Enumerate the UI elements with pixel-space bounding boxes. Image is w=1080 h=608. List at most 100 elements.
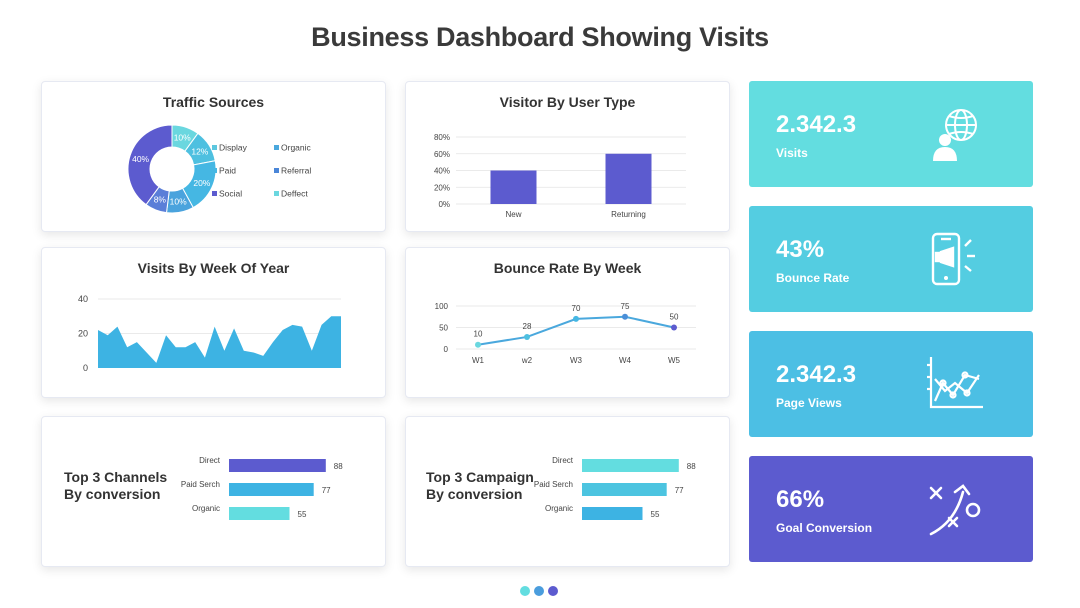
data-point bbox=[524, 333, 530, 340]
channels-title-line1: Top 3 Channels bbox=[64, 469, 168, 485]
bar bbox=[229, 459, 326, 472]
pagination-dot[interactable] bbox=[534, 586, 544, 596]
y-tick-label: 0 bbox=[444, 345, 449, 354]
stat-card-page-views: 2.342.3 Page Views bbox=[749, 331, 1033, 437]
stat-value: 2.342.3 bbox=[776, 111, 857, 138]
visitor-type-title: Visitor By User Type bbox=[499, 94, 636, 110]
legend-label: Organic bbox=[281, 143, 312, 153]
stat-card-visits: 2.342.3 Visits bbox=[749, 81, 1033, 187]
donut-slice-label: 20% bbox=[193, 178, 210, 188]
x-tick-label: Returning bbox=[611, 210, 646, 219]
channels-chart: Direct 88 Paid Serch 77 Organic 55 bbox=[181, 456, 343, 520]
stat-label: Goal Conversion bbox=[776, 521, 873, 535]
legend-label: Display bbox=[219, 143, 248, 153]
stat-value: 66% bbox=[776, 486, 825, 513]
campaign-title: Top 3 Campaign By conversion bbox=[426, 469, 534, 503]
y-tick-label: 20 bbox=[78, 329, 88, 339]
channels-title: Top 3 Channels By conversion bbox=[64, 469, 167, 503]
bar bbox=[229, 507, 290, 520]
globe-user-icon bbox=[933, 109, 977, 161]
data-point bbox=[622, 313, 628, 320]
visitor-type-chart: 80% 60% 40% 20% 0% New Returning bbox=[434, 133, 686, 219]
x-tick-label: New bbox=[505, 210, 521, 219]
legend-label: Social bbox=[219, 189, 242, 199]
legend-swatch bbox=[212, 145, 217, 150]
bar-category-label: Paid Serch bbox=[181, 480, 220, 489]
x-tick-label: W5 bbox=[668, 356, 681, 365]
data-label: 10 bbox=[474, 330, 483, 339]
bar-value-label: 55 bbox=[651, 510, 660, 519]
y-tick-label: 50 bbox=[439, 324, 448, 333]
channels-card: Top 3 Channels By conversion Direct 88 Pai… bbox=[41, 416, 386, 567]
campaign-chart: Direct 88 Paid Serch 77 Organic 55 bbox=[534, 456, 696, 520]
legend-swatch bbox=[274, 145, 279, 150]
donut-slice-label: 40% bbox=[132, 154, 149, 164]
bar bbox=[490, 170, 537, 204]
bar-category-label: Direct bbox=[199, 456, 221, 465]
stat-label: Visits bbox=[776, 146, 808, 160]
legend-swatch bbox=[212, 191, 217, 196]
data-label: 28 bbox=[523, 322, 532, 331]
y-tick-label: 60% bbox=[434, 150, 450, 159]
data-label: 50 bbox=[670, 313, 679, 322]
x-tick-label: W4 bbox=[619, 356, 632, 365]
campaign-card: Top 3 Campaign By conversion Direct 88 Pai… bbox=[405, 416, 730, 567]
bar bbox=[582, 459, 679, 472]
data-point bbox=[671, 324, 677, 331]
strategy-icon bbox=[929, 484, 981, 536]
y-tick-label: 100 bbox=[435, 302, 449, 311]
channels-title-line2: By conversion bbox=[64, 486, 161, 502]
pagination-dot[interactable] bbox=[548, 586, 558, 596]
legend-label: Referral bbox=[281, 166, 311, 176]
legend-swatch bbox=[212, 168, 217, 173]
bar-value-label: 77 bbox=[675, 486, 684, 495]
y-tick-label: 0 bbox=[83, 363, 88, 373]
visits-week-chart: 40 20 0 bbox=[78, 294, 341, 373]
pagination-dots bbox=[520, 583, 562, 601]
stat-card-bounce-rate: 43% Bounce Rate bbox=[749, 206, 1033, 312]
data-label: 75 bbox=[621, 302, 630, 311]
pagination-dot[interactable] bbox=[520, 586, 530, 596]
bar-value-label: 88 bbox=[687, 462, 696, 471]
x-tick-label: w2 bbox=[521, 356, 533, 365]
bounce-rate-title: Bounce Rate By Week bbox=[493, 260, 642, 276]
donut-slice-label: 10% bbox=[170, 196, 187, 206]
donut-slice bbox=[127, 124, 173, 206]
donut-slice-label: 10% bbox=[174, 133, 191, 143]
line-graph-icon bbox=[927, 357, 983, 409]
donut-slice-label: 8% bbox=[154, 195, 167, 205]
bar-value-label: 77 bbox=[322, 486, 331, 495]
visits-week-title: Visits By Week Of Year bbox=[137, 260, 290, 276]
traffic-sources-card: Traffic Sources 10% 12% 20% 10% 8% 40% Display… bbox=[41, 81, 386, 232]
bar bbox=[605, 153, 652, 204]
campaign-title-line1: Top 3 Campaign bbox=[426, 469, 534, 485]
area-series bbox=[98, 316, 341, 368]
visits-week-card: Visits By Week Of Year 40 20 0 bbox=[41, 247, 386, 398]
data-point bbox=[573, 315, 579, 322]
phone-megaphone-icon bbox=[931, 232, 975, 286]
bar-value-label: 55 bbox=[298, 510, 307, 519]
bar bbox=[582, 483, 667, 496]
bar-category-label: Organic bbox=[192, 504, 220, 513]
bar-value-label: 88 bbox=[334, 462, 343, 471]
bar-category-label: Organic bbox=[545, 504, 573, 513]
bounce-rate-card: Bounce Rate By Week 100 50 0 10 W1 28 w2 70 W3 75… bbox=[405, 247, 730, 398]
x-tick-label: W3 bbox=[570, 356, 583, 365]
bounce-rate-chart: 100 50 0 10 W1 28 w2 70 W3 75 W4 50 W5 bbox=[435, 302, 696, 365]
y-tick-label: 20% bbox=[434, 183, 450, 192]
stat-label: Bounce Rate bbox=[776, 271, 850, 285]
stat-value: 43% bbox=[776, 236, 825, 263]
x-tick-label: W1 bbox=[472, 356, 485, 365]
bar bbox=[582, 507, 643, 520]
page-title: Business Dashboard Showing Visits bbox=[311, 22, 769, 52]
traffic-sources-title: Traffic Sources bbox=[162, 94, 265, 110]
data-label: 70 bbox=[572, 304, 581, 313]
legend-label: Paid bbox=[219, 166, 236, 176]
donut-slice-label: 12% bbox=[191, 146, 208, 156]
y-tick-label: 40 bbox=[78, 294, 88, 304]
stat-value: 2.342.3 bbox=[776, 361, 857, 388]
y-tick-label: 40% bbox=[434, 167, 450, 176]
bar bbox=[229, 483, 314, 496]
stat-label: Page Views bbox=[776, 396, 842, 410]
